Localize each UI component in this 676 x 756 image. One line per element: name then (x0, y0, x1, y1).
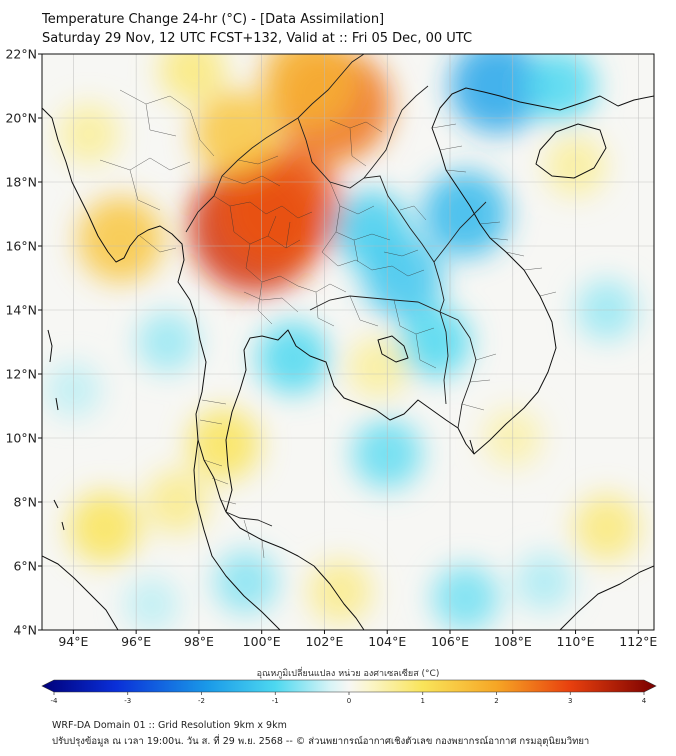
field-anomaly-blob (77, 196, 164, 283)
field-anomaly-blob (124, 576, 180, 630)
field-anomaly-blob (257, 322, 330, 394)
lon-label: 108°E (494, 634, 532, 649)
lat-label: 6°N (13, 559, 37, 574)
border-thai-laos (297, 117, 445, 313)
colorbar-tick-label: -2 (198, 697, 205, 705)
colorbar-tick-label: -3 (124, 697, 131, 705)
coastline-sumatra (42, 555, 119, 630)
lon-label: 96°E (121, 634, 151, 649)
province-lines-myanmar (99, 89, 215, 253)
coastline-andaman (47, 329, 59, 411)
field-anomaly-blob (188, 408, 260, 481)
field-anomaly-blob (58, 103, 120, 165)
province-lines-vietnam (431, 123, 557, 411)
coastline-nicobar (53, 499, 65, 531)
colorbar-tick-label: 3 (568, 697, 572, 705)
colorbar: -4 -3 -2 -1 0 1 2 3 4 (41, 679, 657, 705)
field-anomaly-blob (68, 491, 141, 564)
lat-label: 20°N (5, 111, 37, 126)
field-anomaly-blob (219, 146, 342, 269)
province-lines-cambodia (349, 295, 437, 369)
lat-label: 8°N (13, 495, 37, 510)
border-thai-cambodia (309, 295, 449, 405)
border-laos-vietnam (363, 85, 487, 263)
field-anomaly-blob (523, 54, 596, 122)
field-anomaly-blob (432, 564, 499, 630)
map-axes: 22°N 20°N 18°N 16°N 14°N 12°N 10°N 8°N 6°N 4°N 94°… (5, 47, 657, 650)
lon-label: 98°E (184, 634, 214, 649)
field-anomaly-blob (398, 306, 471, 378)
lat-label: 16°N (5, 239, 37, 254)
colorbar-tick-label: -1 (272, 697, 279, 705)
field-anomaly-blob (422, 171, 509, 257)
province-lines-laos (329, 119, 427, 257)
lat-label: 4°N (13, 623, 37, 638)
field-anomaly-blob (308, 559, 373, 624)
province-borders (99, 89, 557, 559)
colorbar-tick-label: 2 (494, 697, 498, 705)
coastline-malay-east (225, 511, 365, 630)
lon-label: 112°E (619, 634, 657, 649)
map-frame (41, 53, 655, 631)
lon-label: 106°E (431, 634, 469, 649)
field-anomaly-blob (261, 54, 356, 127)
coastline-myanmar (42, 107, 227, 513)
colorbar-tick-label: 1 (421, 697, 425, 705)
lon-label: 102°E (305, 634, 343, 649)
lat-label: 14°N (5, 303, 37, 318)
colorbar-gradient (41, 679, 657, 693)
coastlines (42, 87, 654, 630)
lon-label: 100°E (243, 634, 281, 649)
coastline-borneo (559, 565, 654, 630)
field-anomaly-blob (347, 337, 409, 398)
field-anomaly-blob (449, 54, 545, 134)
footer-domain-info: WRF-DA Domain 01 :: Grid Resolution 9km … (52, 720, 287, 731)
map-title-line2: Saturday 29 Nov, 12 UTC FCST+132, Valid … (42, 31, 473, 46)
lon-label: 94°E (58, 634, 88, 649)
colorbar-tick-label: 0 (347, 697, 351, 705)
field-anomaly-blob (332, 191, 411, 269)
coastline-malay-west (193, 439, 281, 630)
field-anomaly-blob (193, 91, 280, 177)
lon-label: 110°E (557, 634, 595, 649)
colorbar-ticks: -4 -3 -2 -1 0 1 2 3 4 (51, 692, 647, 705)
map-gridlines (42, 54, 654, 630)
lat-label: 10°N (5, 431, 37, 446)
lat-label: 18°N (5, 175, 37, 190)
lat-label: 12°N (5, 367, 37, 382)
province-lines-central (243, 281, 347, 327)
colorbar-tick-label: -4 (51, 697, 59, 705)
map-title-line1: Temperature Change 24-hr (°C) - [Data As… (42, 12, 385, 27)
province-lines-south (199, 399, 265, 559)
field-anomaly-blob (573, 494, 641, 561)
colorbar-title: อุณหภูมิเปลี่ยนแปลง หน่วย องศาเซลเซียส (… (257, 666, 440, 679)
field-anomaly-blob (137, 311, 198, 373)
border-thai-myanmar (185, 54, 365, 233)
footer-update-info: ปรับปรุงข้อมูล ณ เวลา 19:00น. วัน ส. ที่… (52, 736, 590, 747)
province-lines-northeast (321, 181, 425, 277)
lon-label: 104°E (368, 634, 406, 649)
map-plot-area (42, 54, 654, 630)
field-anomaly-blob (214, 550, 278, 614)
temperature-field (45, 54, 641, 630)
field-anomaly-blob (515, 553, 574, 611)
lat-label: 22°N (5, 47, 37, 62)
border-thai-malaysia (225, 511, 273, 527)
map-figure: 22°N 20°N 18°N 16°N 14°N 12°N 10°N 8°N 6°N 4°N 94°… (5, 47, 657, 706)
colorbar-tick-label: 4 (642, 697, 647, 705)
field-anomaly-blob (159, 54, 226, 104)
lake-tonle-sap (377, 335, 409, 363)
coastline-peninsula (225, 329, 475, 513)
coastline-hainan (535, 123, 607, 179)
